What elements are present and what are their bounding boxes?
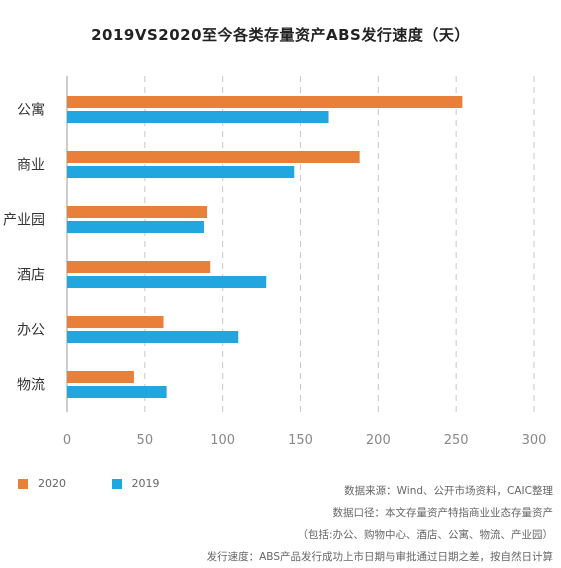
x-tick-label-0: 0 — [63, 433, 71, 448]
source-notes: 数据来源：Wind、公开市场资料，CAIC整理 数据口径：本文存量资产特指商业业… — [207, 480, 553, 568]
bar-2019-1 — [67, 166, 295, 178]
bar-2019-4 — [67, 331, 239, 343]
legend-item-2019: 2019 — [111, 477, 160, 490]
category-label-2: 产业园 — [3, 213, 45, 229]
legend-swatch-2020 — [18, 478, 28, 489]
category-label-4: 办公 — [17, 323, 45, 339]
note-scope: 数据口径：本文存量资产特指商业业态存量资产 — [332, 507, 554, 519]
note-scope-detail: （包括:办公、购物中心、酒店、公寓、物流、产业园） — [297, 529, 553, 541]
bar-2019-5 — [67, 386, 167, 398]
legend-item-2020: 2020 — [18, 477, 66, 490]
bar-2019-3 — [67, 276, 267, 288]
x-tick-label-50: 50 — [137, 433, 154, 448]
x-tick-label-250: 250 — [444, 433, 469, 448]
bar-2020-5 — [67, 371, 134, 383]
bar-2020-0 — [67, 96, 463, 108]
legend-label-2020: 2020 — [38, 477, 66, 490]
x-tick-label-150: 150 — [288, 433, 313, 448]
bar-2019-0 — [67, 111, 329, 123]
note-source: 数据来源：Wind、公开市场资料，CAIC整理 — [344, 485, 553, 497]
bar-2019-2 — [67, 221, 204, 233]
category-label-1: 商业 — [17, 158, 45, 174]
bar-2020-4 — [67, 316, 164, 328]
legend-swatch-2019 — [111, 478, 122, 489]
bar-2020-3 — [67, 261, 211, 273]
legend: 2020 2019 — [18, 477, 202, 492]
legend-label-2019: 2019 — [131, 477, 160, 490]
x-tick-label-200: 200 — [366, 433, 391, 448]
x-tick-label-300: 300 — [522, 433, 547, 448]
bar-2020-2 — [67, 206, 208, 218]
chart-title: 2019VS2020至今各类存量资产ABS发行速度（天） — [91, 26, 470, 44]
category-label-5: 物流 — [17, 378, 45, 394]
x-tick-label-100: 100 — [210, 433, 235, 448]
bar-2020-1 — [67, 151, 360, 163]
category-label-3: 酒店 — [17, 268, 45, 284]
category-label-0: 公寓 — [17, 102, 45, 119]
note-definition: 发行速度：ABS产品发行成功上市日期与审批通过日期之差，按自然日计算 — [206, 551, 553, 563]
